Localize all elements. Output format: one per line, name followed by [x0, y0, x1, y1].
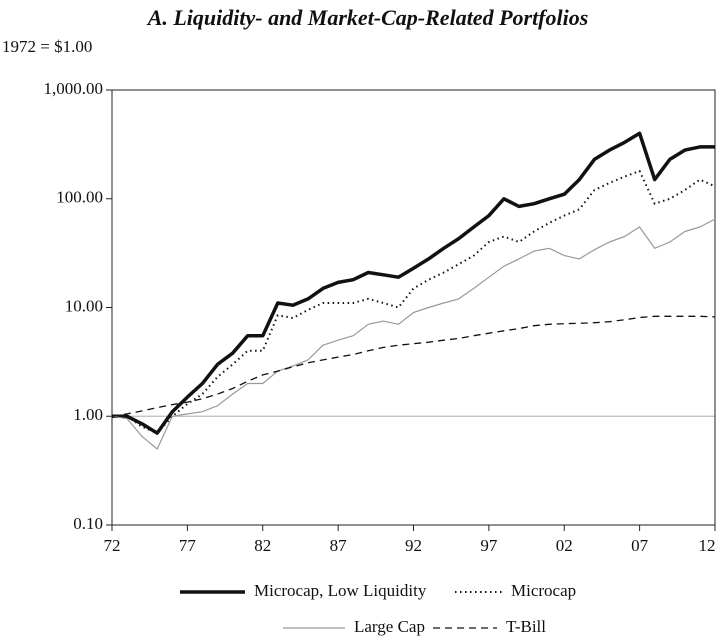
series-line: [111, 315, 716, 417]
x-tick-label: 87: [330, 536, 348, 555]
x-tick-label: 07: [631, 536, 649, 555]
legend-label: Microcap, Low Liquidity: [254, 581, 427, 600]
x-tick-label: 82: [254, 536, 271, 555]
x-tick-label: 77: [179, 536, 197, 555]
x-tick-label: 72: [104, 536, 121, 555]
x-tick-label: 02: [556, 536, 573, 555]
x-tick-label: 97: [480, 536, 498, 555]
chart-title: A. Liquidity- and Market-Cap-Related Por…: [146, 5, 589, 30]
y-tick-label: 10.00: [65, 296, 103, 315]
chart-subtitle: 1972 = $1.00: [2, 37, 92, 56]
y-tick-label: 1,000.00: [44, 79, 104, 98]
x-tick-label: 92: [405, 536, 422, 555]
plot-frame: [111, 89, 716, 526]
legend-label: Microcap: [511, 581, 576, 600]
series-line: [112, 170, 716, 435]
legend-label: Large Cap: [354, 617, 425, 636]
x-tick-label: 12: [699, 536, 716, 555]
y-tick-label: 0.10: [73, 514, 103, 533]
series-line: [111, 218, 716, 450]
series-line: [112, 131, 715, 435]
y-tick-label: 100.00: [56, 188, 103, 207]
y-tick-label: 1.00: [73, 405, 103, 424]
legend-label: T-Bill: [506, 617, 546, 636]
